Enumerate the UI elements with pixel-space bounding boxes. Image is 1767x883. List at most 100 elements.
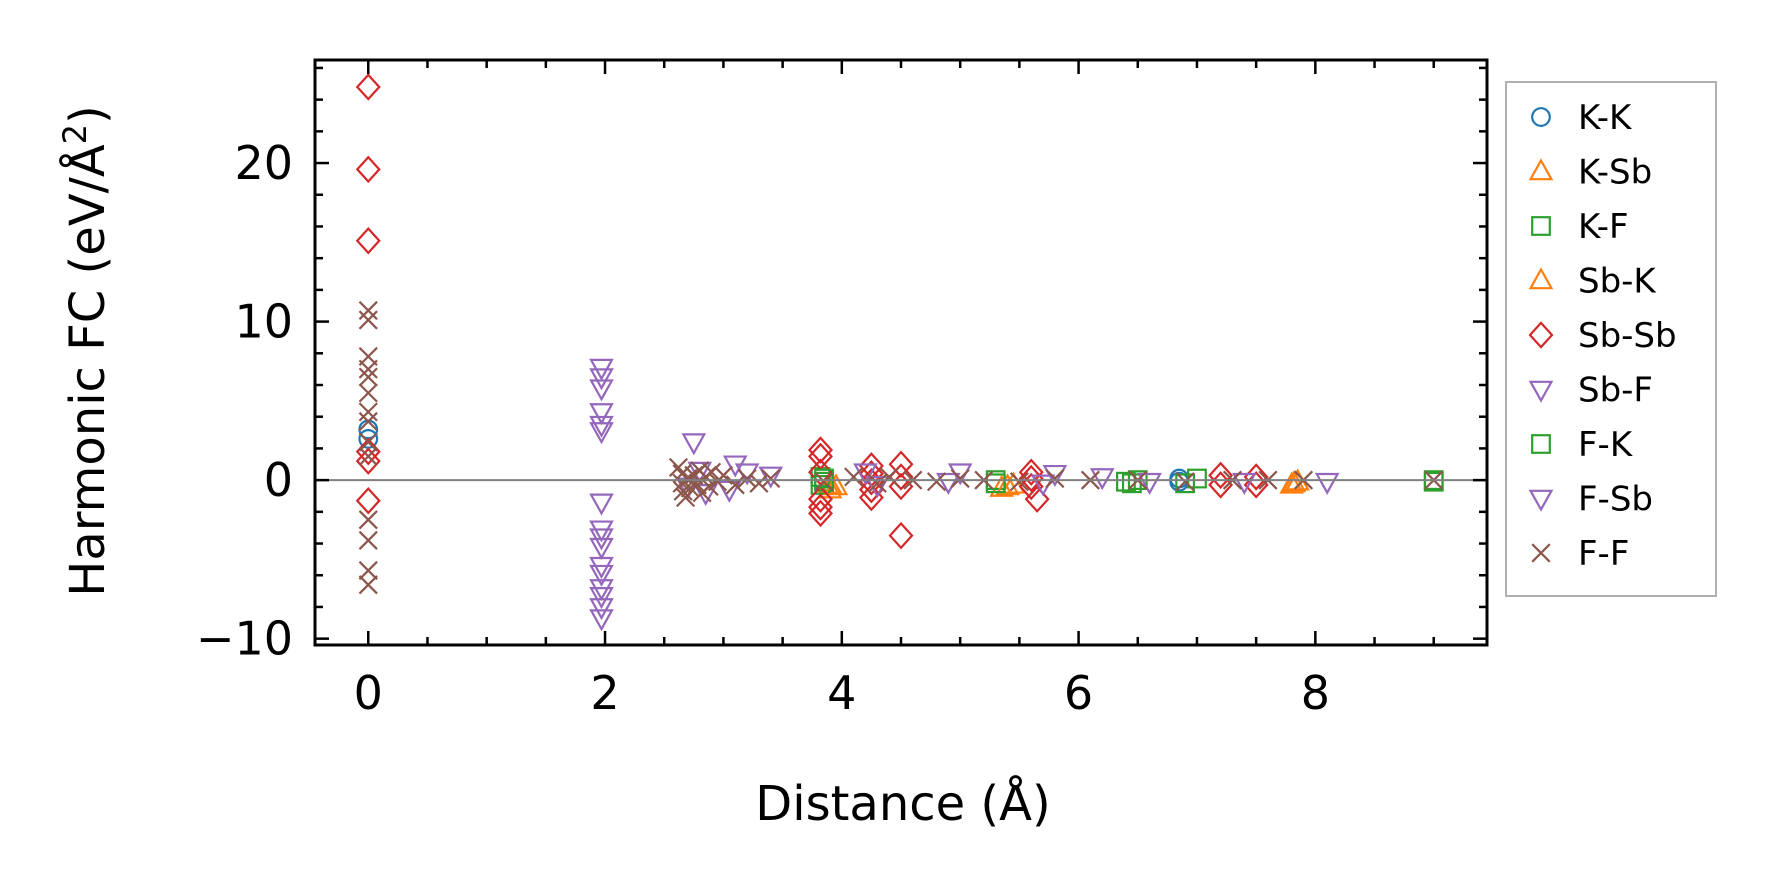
data-point [589, 579, 614, 602]
y-axis-title-main: Harmonic FC (eV/Å [59, 144, 116, 597]
data-point [358, 575, 378, 595]
data-point [355, 226, 381, 255]
legend-label: K-F [1578, 207, 1629, 247]
data-point [668, 457, 689, 478]
data-point [844, 467, 864, 487]
data-point [713, 465, 734, 485]
data-point [358, 560, 378, 581]
legend-label: F-K [1578, 425, 1634, 465]
data-point [358, 300, 378, 321]
data-point [1018, 472, 1044, 501]
data-point [808, 499, 833, 528]
legend-marker [1528, 321, 1554, 349]
data-point [950, 468, 970, 489]
legend-label: Sb-K [1578, 262, 1657, 302]
y-tick-label: 0 [264, 453, 293, 507]
legend-marker [1528, 489, 1554, 512]
data-point [1045, 468, 1065, 489]
data-point [1018, 458, 1044, 486]
y-tick-label: −10 [196, 612, 293, 666]
data-point [589, 609, 614, 632]
series-sb-sb [355, 73, 1269, 550]
data-point [879, 467, 899, 487]
data-point [1187, 468, 1207, 489]
legend-marker [1531, 543, 1551, 563]
data-point [589, 520, 614, 543]
data-point [358, 402, 378, 422]
data-point [1314, 472, 1340, 495]
legend-label: K-K [1578, 98, 1633, 138]
y-tick-label: 20 [234, 136, 293, 190]
data-point [589, 422, 614, 445]
data-point [1175, 472, 1195, 492]
data-point [853, 463, 878, 486]
legend-entry: K-F [1531, 207, 1629, 247]
data-point [589, 556, 614, 579]
data-point [1089, 468, 1115, 491]
data-point [722, 455, 748, 478]
data-point [702, 462, 722, 482]
legend-label: Sb-Sb [1578, 316, 1677, 356]
legend-label: F-F [1578, 534, 1629, 574]
legend-entry: F-F [1531, 534, 1629, 574]
data-point [1281, 470, 1307, 493]
y-tick-labels: −10 0 10 20 [196, 136, 293, 666]
legend-marker [1528, 267, 1554, 290]
data-point [358, 432, 378, 452]
y-axis-title-superscript: 2 [56, 124, 94, 144]
data-point [1024, 485, 1050, 513]
x-tick-label: 4 [827, 666, 856, 720]
data-point [355, 486, 381, 515]
data-point [358, 446, 378, 466]
data-point [867, 473, 887, 493]
data-point [814, 472, 834, 492]
legend-marker [1531, 216, 1551, 236]
data-point [864, 476, 890, 499]
data-point [355, 155, 381, 184]
data-point [725, 475, 745, 495]
data-point [681, 433, 707, 456]
series-sb-k [823, 470, 1307, 496]
data-point [355, 73, 381, 101]
data-point [1009, 472, 1029, 492]
data-point [589, 587, 614, 610]
legend-entry: F-K [1531, 425, 1634, 465]
legend-marker [1531, 107, 1551, 127]
data-point [358, 383, 378, 403]
data-point [808, 485, 833, 513]
legend-label: F-Sb [1578, 480, 1653, 520]
data-point [1208, 461, 1234, 490]
axis-ticks [315, 60, 1487, 645]
x-tick-label: 8 [1301, 666, 1330, 720]
data-point [926, 472, 947, 492]
data-point [589, 598, 614, 621]
data-point [358, 310, 378, 330]
plot-frame [313, 58, 1489, 647]
legend-entry: F-Sb [1528, 480, 1653, 520]
legend-marker [1531, 434, 1551, 454]
data-point [589, 493, 614, 516]
legend-entry: Sb-K [1528, 262, 1657, 302]
legend-entry: K-Sb [1528, 153, 1652, 193]
data-point [888, 521, 914, 550]
x-tick-labels: 0 2 4 6 8 [354, 666, 1330, 720]
data-point [1137, 472, 1162, 495]
x-axis-title: Distance (Å) [755, 775, 1050, 832]
legend-entry: Sb-F [1528, 371, 1653, 411]
data-points-layer [355, 73, 1444, 632]
x-tick-label: 6 [1064, 666, 1093, 720]
data-point [589, 368, 614, 391]
series-f-sb [589, 472, 1257, 632]
data-point [589, 537, 614, 560]
legend-entry: K-K [1531, 98, 1633, 138]
data-point [1175, 473, 1196, 494]
data-point [358, 510, 378, 530]
data-point [737, 468, 757, 489]
legend: K-K K-Sb K-F Sb-K Sb-Sb Sb-F F-K F-Sb F-F [1505, 81, 1717, 597]
legend-label: Sb-F [1578, 371, 1653, 411]
x-tick-label: 2 [590, 666, 619, 720]
data-point [589, 379, 614, 402]
data-point [808, 442, 833, 471]
data-point [814, 468, 834, 489]
